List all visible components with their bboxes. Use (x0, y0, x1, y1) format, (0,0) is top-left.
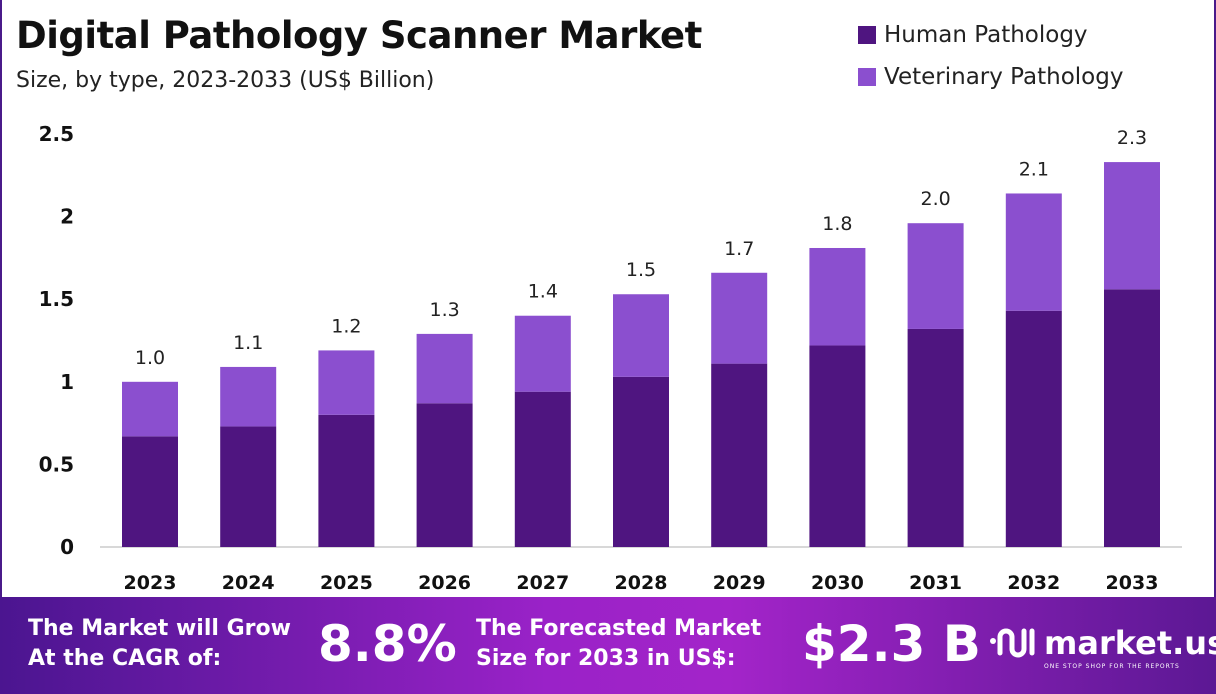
y-tick-label: 0 (60, 535, 74, 559)
y-tick-label: 1.5 (39, 287, 74, 311)
bar-veterinary-pathology (1104, 162, 1160, 290)
x-tick-label: 2027 (516, 572, 569, 594)
legend-item-human: Human Pathology (858, 14, 1123, 56)
bar-veterinary-pathology (613, 294, 669, 377)
legend-swatch (858, 26, 876, 44)
x-tick-label: 2033 (1106, 572, 1159, 594)
legend-label: Human Pathology (884, 22, 1088, 48)
bar-veterinary-pathology (220, 366, 277, 427)
x-tick-label: 2024 (222, 572, 275, 594)
bar-human-pathology (1104, 289, 1160, 547)
bar-human-pathology (809, 345, 866, 547)
y-tick-label: 2 (60, 205, 74, 229)
data-label: 1.2 (331, 315, 361, 337)
x-tick-label: 2029 (713, 572, 766, 594)
x-tick-label: 2023 (124, 572, 177, 594)
market-us-logo: market.us ONE STOP SHOP FOR THE REPORTS (988, 623, 1216, 670)
bar-veterinary-pathology (122, 381, 178, 437)
data-label: 1.4 (528, 281, 558, 303)
bar-veterinary-pathology (318, 350, 375, 415)
bar-human-pathology (220, 426, 277, 547)
data-label: 1.3 (429, 299, 459, 321)
bar-human-pathology (514, 391, 571, 547)
bar-human-pathology (613, 376, 669, 547)
legend: Human Pathology Veterinary Pathology (858, 14, 1123, 98)
data-label: 1.7 (724, 238, 754, 260)
data-label: 2.1 (1019, 158, 1049, 180)
legend-label: Veterinary Pathology (884, 64, 1124, 90)
bar-veterinary-pathology (809, 247, 866, 346)
bar-chart: 0 0.5 1 1.5 2 2.5 1.0 2023 1.1 2024 1.2 2025 1.3 2026… (39, 122, 1182, 594)
chart-subtitle: Size, by type, 2023-2033 (US$ Billion) (16, 68, 435, 93)
data-label: 1.1 (233, 332, 263, 354)
bar-human-pathology (711, 363, 768, 547)
legend-item-veterinary: Veterinary Pathology (858, 56, 1123, 98)
chart-title: Digital Pathology Scanner Market (16, 14, 702, 57)
forecast-value: $2.3 B (802, 615, 981, 673)
data-label: 2.0 (920, 188, 950, 210)
data-label: 1.5 (626, 259, 656, 281)
y-tick-label: 1 (60, 370, 74, 394)
legend-swatch (858, 68, 876, 86)
data-label: 2.3 (1117, 127, 1147, 149)
cagr-value: 8.8% (318, 615, 457, 673)
bar-human-pathology (907, 328, 964, 547)
logo-icon (990, 628, 1035, 658)
forecast-label: The Forecasted Market Size for 2033 in US… (476, 616, 762, 671)
bar-veterinary-pathology (711, 272, 768, 364)
bar-human-pathology (416, 403, 473, 547)
bar-veterinary-pathology (1005, 193, 1062, 311)
x-tick-label: 2025 (320, 572, 373, 594)
x-tick-label: 2030 (811, 572, 864, 594)
x-tick-label: 2028 (615, 572, 668, 594)
bar-human-pathology (318, 414, 375, 547)
x-tick-label: 2031 (909, 572, 962, 594)
bar-veterinary-pathology (907, 223, 964, 329)
footer-banner: The Market will Grow At the CAGR of: 8.8%… (0, 597, 1216, 694)
bar-human-pathology (1005, 310, 1062, 547)
data-label: 1.0 (135, 347, 165, 369)
x-tick-label: 2026 (418, 572, 471, 594)
data-label: 1.8 (822, 213, 852, 235)
bar-veterinary-pathology (416, 333, 473, 404)
bar-human-pathology (122, 436, 178, 547)
y-tick-label: 2.5 (39, 122, 74, 146)
x-tick-label: 2032 (1007, 572, 1060, 594)
cagr-label: The Market will Grow At the CAGR of: (28, 616, 291, 671)
y-tick-label: 0.5 (39, 452, 74, 476)
bar-veterinary-pathology (514, 315, 571, 392)
